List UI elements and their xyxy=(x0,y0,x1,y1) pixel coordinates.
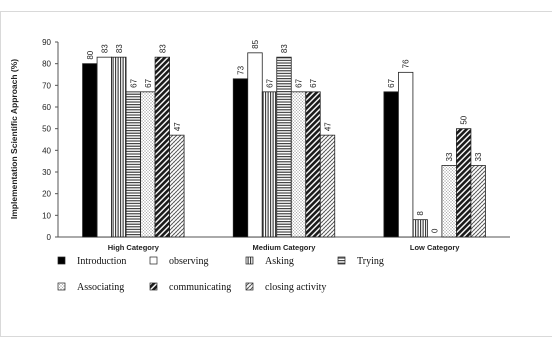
data-label: 47 xyxy=(173,122,182,131)
legend-swatch xyxy=(337,256,346,265)
y-tick-label: 40 xyxy=(42,146,51,155)
legend-label: Introduction xyxy=(77,256,126,267)
bar xyxy=(290,91,307,238)
legend-label: Associating xyxy=(77,282,124,293)
bar xyxy=(305,91,321,238)
y-tick-label: 50 xyxy=(42,125,51,134)
data-label: 80 xyxy=(86,50,95,59)
legend-label: observing xyxy=(169,256,208,267)
y-tick-label: 80 xyxy=(42,60,51,69)
legend-swatch xyxy=(57,282,66,291)
data-label: 8 xyxy=(416,211,425,216)
legend-label: Asking xyxy=(265,256,294,267)
data-label: 83 xyxy=(100,44,109,53)
data-label: 83 xyxy=(115,44,124,53)
y-tick-label: 60 xyxy=(42,103,51,112)
legend-swatch xyxy=(57,256,66,265)
data-label: 85 xyxy=(251,39,260,48)
bar xyxy=(82,63,98,238)
legend-swatch xyxy=(245,256,254,265)
bar xyxy=(412,219,428,238)
bar xyxy=(96,56,112,238)
bar xyxy=(441,165,457,238)
y-tick-label: 90 xyxy=(42,38,51,47)
data-label: 73 xyxy=(237,65,246,74)
data-label: 47 xyxy=(324,122,333,131)
legend-swatch xyxy=(245,282,254,291)
bar xyxy=(247,52,263,238)
data-label: 67 xyxy=(266,78,275,87)
bar xyxy=(456,128,472,238)
y-tick-label: 70 xyxy=(42,81,51,90)
bar xyxy=(140,91,156,238)
bar xyxy=(232,78,249,238)
category-label: High Category xyxy=(108,243,160,252)
bar xyxy=(154,56,170,238)
data-label: 0 xyxy=(431,228,440,233)
y-tick-label: 20 xyxy=(42,190,51,199)
legend-label: closing activity xyxy=(265,282,326,293)
legend-label: Trying xyxy=(357,256,384,267)
bar xyxy=(125,91,141,238)
legend-swatch xyxy=(149,282,158,291)
bar xyxy=(470,165,486,238)
category-label: Medium Category xyxy=(253,243,317,252)
bar xyxy=(111,56,127,238)
data-label: 33 xyxy=(445,152,454,161)
data-label: 67 xyxy=(129,78,138,87)
chart-frame xyxy=(0,11,552,337)
y-axis-title: Implementation Scientific Approach (%) xyxy=(9,59,19,219)
y-tick-label: 10 xyxy=(42,211,51,220)
data-label: 67 xyxy=(144,78,153,87)
data-label: 67 xyxy=(309,78,318,87)
bar xyxy=(398,71,414,238)
y-tick-label: 0 xyxy=(47,233,52,242)
bar xyxy=(276,56,292,238)
data-label: 83 xyxy=(280,44,289,53)
legend-swatch xyxy=(149,256,158,265)
legend-label: communicating xyxy=(169,282,231,293)
data-label: 33 xyxy=(474,152,483,161)
bar xyxy=(261,91,278,238)
bar xyxy=(383,91,399,238)
data-label: 76 xyxy=(402,59,411,68)
y-tick-label: 30 xyxy=(42,168,51,177)
data-label: 67 xyxy=(295,78,304,87)
category-label: Low Category xyxy=(410,243,460,252)
data-label: 50 xyxy=(460,115,469,124)
data-label: 67 xyxy=(387,78,396,87)
bar xyxy=(169,134,185,238)
data-label: 83 xyxy=(158,44,167,53)
bar xyxy=(319,134,336,238)
